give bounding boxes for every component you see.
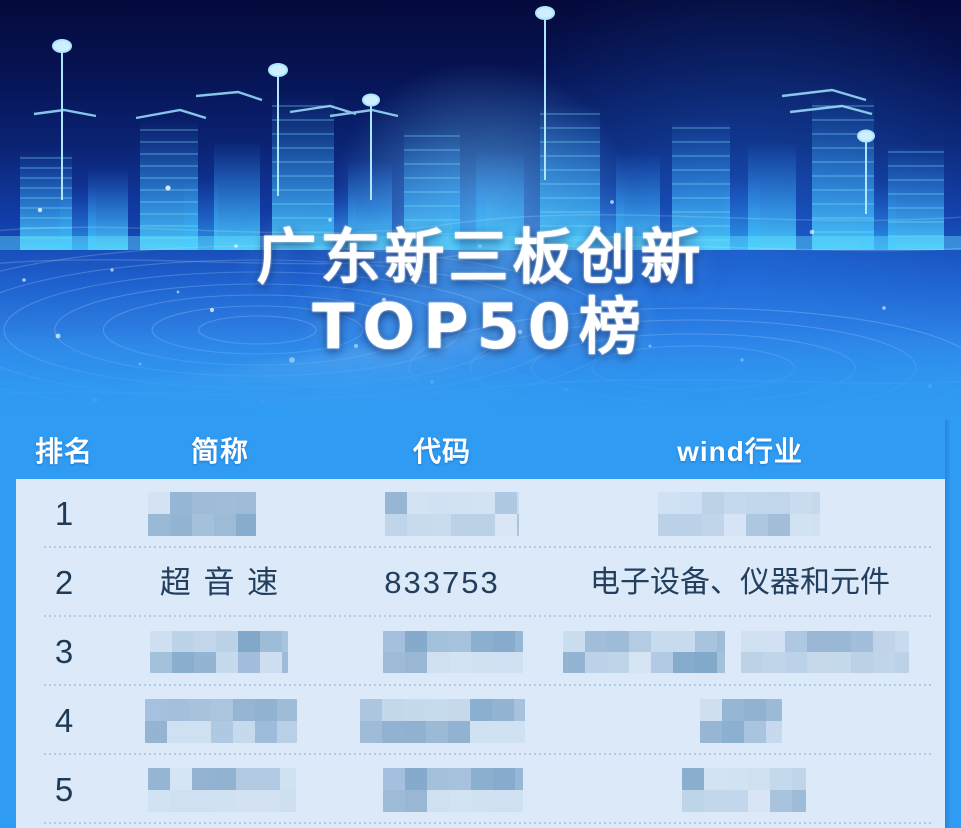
redacted-block-industry	[700, 699, 782, 743]
table-row[interactable]: 4	[16, 686, 945, 755]
title-line-2: TOP50榜	[312, 290, 649, 363]
cell-name: 超 音 速	[159, 565, 281, 600]
redacted-block-industry-1	[563, 631, 725, 673]
redacted-block-industry	[658, 492, 820, 536]
table-body: 1 2 超 音 速 833753 电子设备、仪器和元件 3 4 5	[16, 479, 945, 828]
column-header-industry: wind行业	[677, 436, 803, 467]
column-header-code: 代码	[412, 436, 471, 467]
title-line-1: 广东新三板创新	[256, 223, 705, 293]
poster-title: 广东新三板创新 TOP50榜	[0, 228, 961, 358]
cell-rank: 1	[54, 495, 74, 532]
cell-code: 833753	[384, 565, 500, 600]
hero-banner	[0, 0, 961, 420]
city-skyline-illustration	[0, 0, 961, 250]
cell-rank: 5	[54, 771, 74, 808]
table-row[interactable]: 3	[16, 617, 945, 686]
row-separator	[44, 753, 931, 755]
redacted-block-code	[360, 699, 525, 743]
row-separator	[44, 822, 931, 824]
redacted-block-name	[148, 492, 256, 536]
ranking-table: 排名 简称 代码 wind行业 1 2 超 音 速 833753 电子设备、仪器和元件 3 4 5	[16, 424, 945, 828]
cell-rank: 4	[54, 702, 74, 739]
hero-bottom-fade	[0, 328, 961, 420]
table-header-row: 排名 简称 代码 wind行业	[16, 424, 945, 479]
table-row[interactable]: 5	[16, 755, 945, 824]
redacted-block-code	[383, 631, 523, 673]
cell-industry: 电子设备、仪器和元件	[590, 566, 890, 599]
cell-rank: 3	[54, 633, 74, 670]
redacted-block-name	[145, 699, 297, 743]
column-header-rank: 排名	[34, 436, 93, 467]
redacted-block-code	[385, 492, 519, 536]
table-row[interactable]: 2 超 音 速 833753 电子设备、仪器和元件	[16, 548, 945, 617]
redacted-block-name	[148, 768, 296, 812]
row-separator	[44, 546, 931, 548]
table-row[interactable]: 1	[16, 479, 945, 548]
right-edge-bar	[945, 420, 961, 828]
redacted-block-industry-2	[741, 631, 909, 673]
cell-rank: 2	[54, 564, 74, 601]
redacted-block-name	[150, 631, 288, 673]
row-separator	[44, 684, 931, 686]
row-separator	[44, 615, 931, 617]
left-edge-bar	[0, 420, 15, 828]
redacted-block-industry	[682, 768, 806, 812]
column-header-name: 简称	[190, 436, 249, 467]
redacted-block-code	[383, 768, 523, 812]
